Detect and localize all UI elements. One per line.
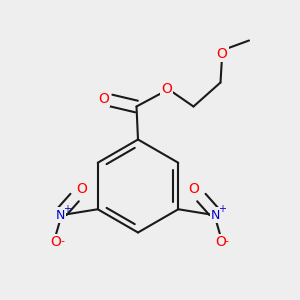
Text: N: N	[56, 209, 65, 222]
Text: O: O	[161, 82, 172, 96]
Text: +: +	[63, 204, 71, 214]
Text: O: O	[215, 235, 226, 249]
Text: +: +	[218, 204, 226, 214]
Text: N: N	[211, 209, 220, 222]
Text: -: -	[225, 236, 229, 246]
Text: O: O	[98, 92, 109, 106]
Text: O: O	[217, 47, 227, 61]
Text: -: -	[60, 236, 64, 246]
Text: O: O	[76, 182, 87, 196]
Text: O: O	[189, 182, 200, 196]
Text: O: O	[50, 235, 61, 249]
